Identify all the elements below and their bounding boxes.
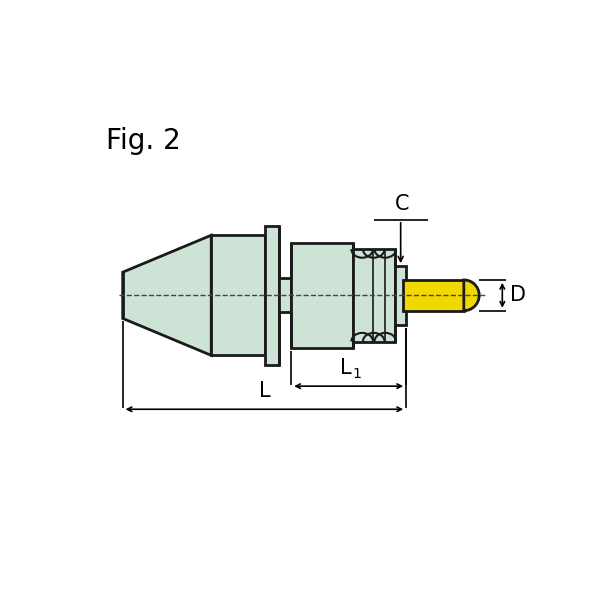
Text: 1: 1 xyxy=(353,367,361,381)
Polygon shape xyxy=(265,226,279,365)
Wedge shape xyxy=(464,280,479,311)
Text: L: L xyxy=(259,381,270,401)
Polygon shape xyxy=(353,249,395,341)
Polygon shape xyxy=(403,280,464,311)
Polygon shape xyxy=(292,243,353,347)
Polygon shape xyxy=(211,235,265,355)
Text: L: L xyxy=(340,358,352,377)
Polygon shape xyxy=(395,266,406,325)
Polygon shape xyxy=(279,278,292,312)
Text: C: C xyxy=(395,194,409,214)
Text: D: D xyxy=(510,286,526,305)
Text: Fig. 2: Fig. 2 xyxy=(106,127,181,155)
Polygon shape xyxy=(123,235,211,355)
